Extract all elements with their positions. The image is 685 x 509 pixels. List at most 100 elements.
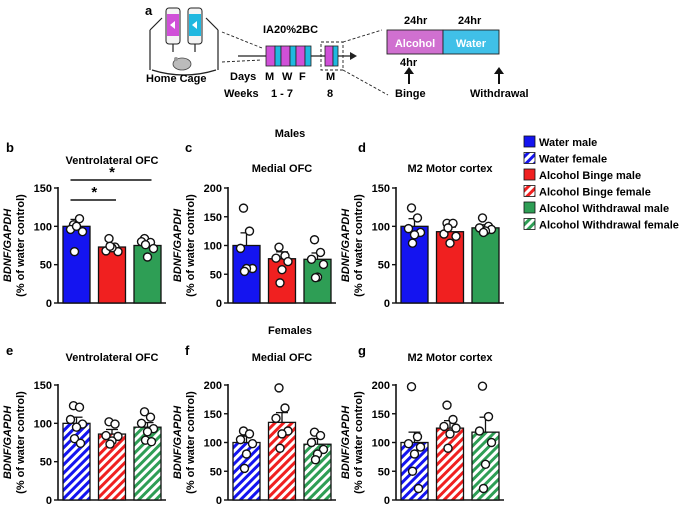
- y-tick-label: 200: [204, 183, 222, 195]
- data-point: [407, 238, 418, 248]
- data-point: [413, 483, 424, 494]
- y-axis-label-gene: BDNF/GAPDH: [2, 208, 14, 282]
- y-axis-label-unit: (% of water control): [185, 391, 197, 494]
- bar-water: [232, 244, 261, 304]
- chart-title: M2 Motor cortex: [408, 163, 494, 175]
- chart-title: M2 Motor cortex: [408, 352, 494, 364]
- data-point: [480, 459, 491, 470]
- legend-swatch: [523, 218, 536, 230]
- y-axis-label-unit: (% of water control): [15, 194, 27, 297]
- data-point: [283, 256, 293, 267]
- data-point: [74, 213, 85, 224]
- legend-swatch: [523, 152, 536, 164]
- legend-label: Alcohol Binge male: [539, 170, 641, 182]
- data-point: [244, 429, 255, 439]
- data-point: [277, 429, 287, 439]
- data-point: [274, 242, 284, 252]
- day-monday: M: [265, 71, 274, 83]
- data-point: [478, 227, 489, 238]
- timeline-arrowhead: [350, 52, 357, 60]
- data-point: [65, 414, 76, 425]
- legend-label: Water female: [539, 154, 607, 166]
- panel-letter: e: [6, 343, 13, 358]
- data-point: [477, 213, 488, 223]
- data-point: [409, 230, 420, 240]
- data-point: [310, 455, 321, 465]
- data-point: [142, 252, 153, 262]
- data-point: [403, 223, 414, 234]
- y-tick-label: 200: [204, 380, 222, 392]
- legend-label: Alcohol Withdrawal male: [539, 203, 669, 215]
- chart-panel-d: d M2 Motor cortex BDNF/GAPDH (% of water co…: [340, 140, 504, 310]
- data-point: [145, 412, 156, 422]
- legend-swatch: [523, 168, 536, 181]
- weeks-range: 1 - 7: [271, 88, 293, 100]
- data-point: [110, 419, 120, 429]
- withdrawal-arrow-icon: [494, 67, 504, 84]
- data-point: [443, 443, 453, 453]
- alcohol-block-label: Alcohol: [395, 38, 435, 50]
- legend: Water male Water female Alcohol Binge male…: [523, 135, 679, 232]
- chart-title: Ventrolateral OFC: [66, 155, 159, 167]
- data-point: [75, 438, 86, 448]
- week-blocks: [265, 41, 344, 71]
- data-point: [486, 437, 497, 448]
- data-point: [77, 226, 88, 237]
- data-point: [406, 203, 417, 213]
- data-point: [148, 243, 159, 254]
- data-point: [315, 247, 326, 258]
- day-wednesday: W: [282, 71, 293, 83]
- y-tick-label: 50: [210, 269, 222, 281]
- y-tick-label: 150: [34, 183, 52, 195]
- water-block: [442, 29, 500, 55]
- legend-swatch: [523, 185, 536, 197]
- data-point: [69, 433, 80, 444]
- y-axis-label-unit: (% of water control): [353, 391, 365, 494]
- data-point: [136, 418, 147, 429]
- data-point: [442, 400, 452, 410]
- data-point: [74, 402, 85, 412]
- y-tick-label: 150: [372, 409, 390, 421]
- data-point: [139, 407, 150, 417]
- data-point: [146, 437, 157, 447]
- data-point: [247, 438, 258, 449]
- y-tick-label: 100: [372, 221, 390, 233]
- panel-letter: c: [185, 140, 192, 155]
- data-point: [412, 432, 423, 442]
- weeks-label: Weeks: [224, 88, 259, 100]
- y-tick-label: 150: [204, 409, 222, 421]
- data-point: [451, 423, 461, 433]
- legend-swatch: [523, 135, 536, 148]
- legend-label: Alcohol Withdrawal female: [539, 220, 679, 232]
- data-point: [318, 444, 329, 455]
- hr-label-water: 24hr: [458, 15, 482, 27]
- legend-label: Water male: [539, 137, 597, 149]
- binge-time-label: 4hr: [400, 57, 418, 69]
- week8-day: M: [326, 71, 335, 83]
- data-point: [315, 430, 326, 441]
- data-point: [271, 253, 281, 263]
- data-point: [241, 449, 252, 459]
- zoom-connector: [342, 29, 389, 96]
- data-point: [448, 414, 458, 425]
- data-point: [415, 442, 426, 452]
- y-axis-label-gene: BDNF/GAPDH: [2, 405, 14, 479]
- hr-label-alcohol: 24hr: [404, 15, 428, 27]
- data-point: [275, 278, 285, 288]
- protocol-label: IA20%2BC: [263, 24, 318, 36]
- y-tick-label: 50: [378, 260, 390, 272]
- data-point: [244, 226, 255, 236]
- y-axis-label-unit: (% of water control): [15, 391, 27, 494]
- bar-binge: [97, 246, 127, 304]
- data-point: [71, 221, 82, 232]
- y-tick-label: 200: [372, 380, 390, 392]
- data-point: [409, 449, 420, 459]
- data-point: [412, 213, 423, 223]
- data-point: [238, 203, 249, 213]
- data-point: [235, 434, 246, 445]
- data-point: [280, 403, 290, 413]
- data-point: [478, 483, 489, 494]
- data-point: [451, 231, 461, 242]
